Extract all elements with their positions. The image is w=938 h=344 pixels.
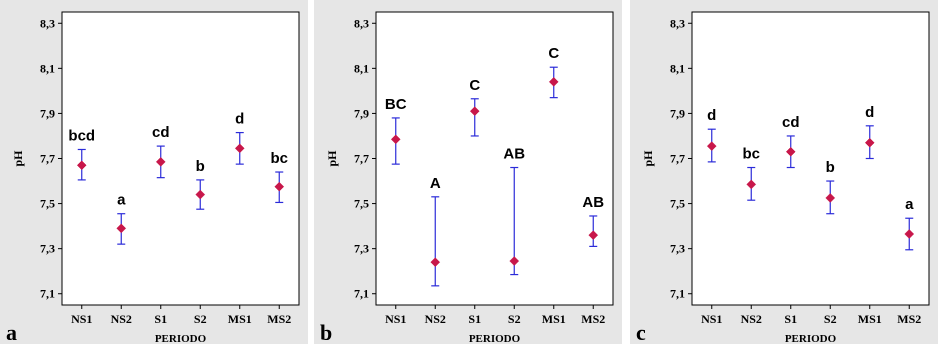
group-letter: a bbox=[117, 192, 126, 209]
x-tick-label: MS1 bbox=[858, 312, 882, 326]
x-tick-label: S1 bbox=[784, 312, 797, 326]
x-tick-label: S1 bbox=[154, 312, 167, 326]
group-letter: C bbox=[469, 77, 480, 94]
y-axis-label: pH bbox=[325, 150, 339, 167]
plot-area bbox=[375, 11, 614, 306]
mean-marker bbox=[195, 189, 206, 200]
y-tick-label: 8,1 bbox=[670, 61, 685, 75]
panel-letter: a bbox=[6, 320, 17, 344]
panel-letter: c bbox=[636, 320, 646, 344]
group-letter: BC bbox=[385, 96, 407, 113]
x-tick-label: MS2 bbox=[267, 312, 291, 326]
plot-area bbox=[61, 11, 300, 306]
group-letter: cd bbox=[782, 114, 800, 131]
y-tick-label: 8,1 bbox=[354, 61, 369, 75]
y-tick-label: 7,5 bbox=[40, 197, 55, 211]
mean-marker bbox=[825, 193, 836, 203]
x-tick-label: NS1 bbox=[71, 312, 92, 326]
x-axis-label: PERIODO bbox=[469, 333, 521, 344]
x-tick-label: NS2 bbox=[425, 312, 446, 326]
y-tick-label: 7,7 bbox=[670, 152, 685, 166]
group-letter: b bbox=[196, 158, 205, 175]
y-tick-label: 8,3 bbox=[40, 16, 55, 30]
y-axis-label: pH bbox=[11, 150, 25, 167]
group-letter: cd bbox=[152, 124, 170, 141]
x-axis-label: PERIODO bbox=[155, 333, 207, 344]
y-tick-label: 7,9 bbox=[670, 106, 685, 120]
mean-marker bbox=[509, 256, 520, 266]
x-tick-label: MS2 bbox=[897, 312, 921, 326]
mean-marker bbox=[274, 181, 285, 192]
plot-area bbox=[691, 11, 930, 306]
x-tick-label: S2 bbox=[194, 312, 207, 326]
y-tick-label: 7,3 bbox=[354, 242, 369, 256]
panel-letter: b bbox=[320, 320, 332, 344]
y-tick-label: 7,1 bbox=[40, 287, 55, 301]
mean-marker bbox=[785, 146, 796, 157]
group-letter: a bbox=[905, 196, 914, 213]
y-axis-label: pH bbox=[641, 150, 655, 167]
panel-b: 7,1 7,3 7,5 7,7 7,9 8,1 8,3 pH NS1 NS2 S1 S2 MS1 MS2 P… bbox=[314, 0, 622, 344]
x-tick-label: MS1 bbox=[542, 312, 566, 326]
mean-marker bbox=[548, 77, 559, 87]
group-letter: bc bbox=[270, 150, 288, 167]
group-letter: bc bbox=[742, 146, 760, 163]
group-letter: C bbox=[548, 45, 559, 62]
mean-marker bbox=[864, 137, 875, 148]
group-letter: AB bbox=[582, 194, 604, 211]
panel-a: 7,1 7,3 7,5 7,7 7,9 8,1 8,3 pH NS1 NS2 S1 S2 MS1 MS2 P… bbox=[0, 0, 308, 344]
x-tick-label: NS2 bbox=[741, 312, 762, 326]
mean-marker bbox=[430, 257, 441, 268]
mean-marker bbox=[76, 160, 87, 171]
mean-marker bbox=[706, 141, 717, 151]
y-tick-label: 7,9 bbox=[354, 106, 369, 120]
x-tick-label: MS2 bbox=[581, 312, 605, 326]
mean-marker bbox=[234, 143, 245, 154]
mean-marker bbox=[588, 230, 599, 240]
x-axis-label: PERIODO bbox=[785, 333, 837, 344]
chart-panel-c: 7,1 7,3 7,5 7,7 7,9 8,1 8,3 pH NS1 NS2 S1 S2 MS1 MS2 P… bbox=[636, 11, 930, 344]
y-tick-label: 7,3 bbox=[40, 242, 55, 256]
mean-marker bbox=[390, 134, 401, 145]
y-tick-label: 7,5 bbox=[670, 197, 685, 211]
y-tick-label: 7,1 bbox=[354, 287, 369, 301]
x-tick-label: MS1 bbox=[228, 312, 252, 326]
mean-marker bbox=[746, 179, 757, 190]
y-tick-label: 7,3 bbox=[670, 242, 685, 256]
y-tick-label: 7,7 bbox=[354, 152, 369, 166]
y-tick-label: 8,1 bbox=[40, 61, 55, 75]
mean-marker bbox=[904, 229, 915, 239]
mean-marker bbox=[469, 106, 480, 117]
y-tick-label: 8,3 bbox=[670, 16, 685, 30]
x-tick-label: NS1 bbox=[385, 312, 406, 326]
mean-marker bbox=[155, 157, 166, 167]
panel-c: 7,1 7,3 7,5 7,7 7,9 8,1 8,3 pH NS1 NS2 S1 S2 MS1 MS2 P… bbox=[630, 0, 938, 344]
x-tick-label: S2 bbox=[508, 312, 521, 326]
group-letter: d bbox=[707, 107, 716, 124]
chart-panel-a: 7,1 7,3 7,5 7,7 7,9 8,1 8,3 pH NS1 NS2 S1 S2 MS1 MS2 P… bbox=[6, 11, 300, 344]
y-tick-label: 7,9 bbox=[40, 106, 55, 120]
y-tick-label: 7,1 bbox=[670, 287, 685, 301]
y-tick-label: 7,7 bbox=[40, 152, 55, 166]
group-letter: AB bbox=[503, 146, 525, 163]
x-tick-label: NS1 bbox=[701, 312, 722, 326]
group-letter: d bbox=[235, 111, 244, 128]
group-letter: d bbox=[865, 104, 874, 121]
group-letter: A bbox=[430, 175, 441, 192]
x-tick-label: S2 bbox=[824, 312, 837, 326]
chart-panel-b: 7,1 7,3 7,5 7,7 7,9 8,1 8,3 pH NS1 NS2 S1 S2 MS1 MS2 P… bbox=[320, 11, 614, 344]
mean-marker bbox=[116, 223, 127, 234]
y-tick-label: 7,5 bbox=[354, 197, 369, 211]
group-letter: b bbox=[826, 159, 835, 176]
y-tick-label: 8,3 bbox=[354, 16, 369, 30]
x-tick-label: S1 bbox=[468, 312, 481, 326]
x-tick-label: NS2 bbox=[111, 312, 132, 326]
group-letter: bcd bbox=[68, 127, 95, 144]
